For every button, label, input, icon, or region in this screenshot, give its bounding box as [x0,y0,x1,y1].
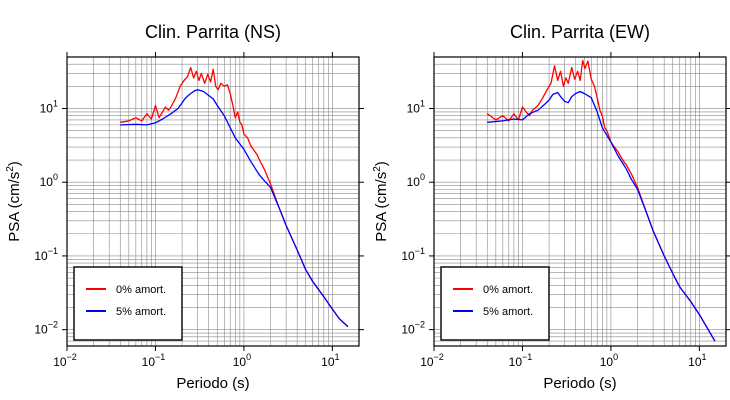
legend-label: 5% amort. [116,306,166,318]
y-tick-label: 101 [407,99,425,116]
y-tick-label: 101 [40,99,58,116]
x-tick-label: 100 [600,352,618,369]
y-axis-label: PSA (cm/s2) [5,161,23,242]
x-tick-label: 10−1 [509,352,533,369]
legend-label: 5% amort. [483,306,533,318]
x-axis-label: Periodo (s) [543,375,616,392]
x-tick-label: 10−1 [142,352,166,369]
legend-label: 0% amort. [483,284,533,296]
chart-title: Clin. Parrita (NS) [145,22,281,42]
y-tick-label: 100 [407,172,425,189]
x-axis-label: Periodo (s) [176,375,249,392]
y-axis-label: PSA (cm/s2) [372,161,390,242]
x-tick-label: 101 [321,352,339,369]
legend-box [73,266,183,341]
chart-panel-2: 10−2 10−1 100 101 10−2 10−1 100 101 Clin. Parrit… [372,22,730,392]
ticks [62,52,364,351]
ticks [429,52,730,351]
legend: 0% amort. 5% amort. [440,266,550,341]
x-tick-label: 10−2 [420,352,444,369]
y-tick-label: 10−2 [34,320,58,337]
plot-frame [66,56,360,347]
y-tick-label: 100 [40,172,58,189]
legend: 0% amort. 5% amort. [73,266,183,341]
chart-title: Clin. Parrita (EW) [510,22,650,42]
y-tick-label: 10−2 [401,320,425,337]
series-line-red [120,66,349,328]
x-tick-label: 10−2 [53,352,77,369]
legend-box [440,266,550,341]
plot-frame [433,56,727,347]
x-tick-label: 101 [688,352,706,369]
x-tick-label: 100 [233,352,251,369]
y-tick-label: 10−1 [34,246,58,263]
y-tick-label: 10−1 [401,246,425,263]
series-line-blue [487,90,716,342]
legend-label: 0% amort. [116,284,166,296]
series-line-blue [120,89,349,328]
chart-panel-1: 10−2 10−1 100 101 10−2 10−1 100 101 Clin. Parrit… [5,22,364,392]
